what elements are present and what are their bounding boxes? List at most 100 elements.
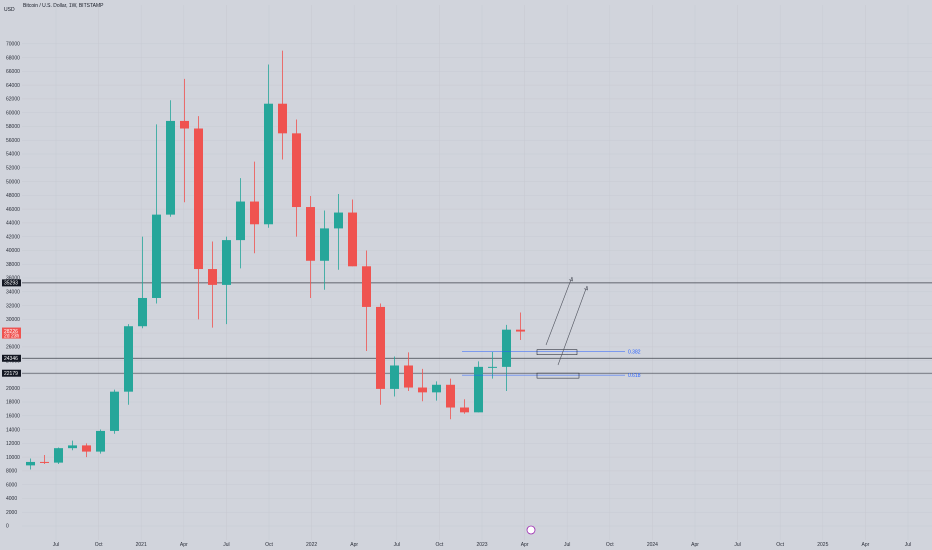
projection-arrow-line[interactable] <box>545 276 573 346</box>
y-tick-label: 46000 <box>6 207 20 213</box>
level-price-label: 35293 <box>4 281 18 287</box>
event-marker-icon[interactable] <box>526 525 536 535</box>
x-tick-label: Apr <box>862 542 870 548</box>
candle-body <box>432 384 441 393</box>
level-price-box <box>2 369 21 377</box>
level-price-label: 24346 <box>4 356 18 362</box>
y-tick-label: 70000 <box>6 41 20 47</box>
candle-body <box>390 365 399 389</box>
y-tick-label: 10000 <box>6 455 20 461</box>
candle-body <box>362 266 371 307</box>
y-tick-label: 52000 <box>6 165 20 171</box>
target-box[interactable] <box>536 349 578 355</box>
x-tick-label: Jul <box>53 542 59 548</box>
projection-arrow-head <box>583 285 588 291</box>
candle-body <box>320 228 329 261</box>
x-tick-label: Jul <box>905 542 911 548</box>
x-tick-label: Oct <box>606 542 614 548</box>
fib-retracement[interactable]: 0.382 0.618 <box>462 349 641 379</box>
candle-body <box>124 326 133 392</box>
price-unit-label: USD <box>4 7 15 13</box>
candle-body <box>278 103 287 134</box>
candle-body <box>166 120 175 215</box>
y-tick-label: 2000 <box>6 510 17 516</box>
candle-body <box>96 430 105 452</box>
y-tick-label: 44000 <box>6 221 20 227</box>
x-tick-label: Apr <box>350 542 358 548</box>
x-tick-label: Apr <box>521 542 529 548</box>
fib-level-label: 0.382 <box>628 349 641 355</box>
projection-arrows[interactable] <box>545 276 588 366</box>
fib-level-label: 0.618 <box>628 373 641 379</box>
y-tick-label: 38000 <box>6 262 20 268</box>
candle-body <box>152 214 161 298</box>
x-tick-label: 2025 <box>817 542 828 548</box>
y-tick-label: 32000 <box>6 303 20 309</box>
projection-arrow-line[interactable] <box>557 285 588 366</box>
y-tick-label: 54000 <box>6 152 20 158</box>
y-tick-label: 0 <box>6 524 9 530</box>
y-tick-label: 56000 <box>6 138 20 144</box>
y-tick-label: 62000 <box>6 97 20 103</box>
candle-body <box>488 366 497 368</box>
candle-body <box>334 212 343 229</box>
y-tick-label: 66000 <box>6 69 20 75</box>
target-box[interactable] <box>536 372 580 379</box>
x-tick-label: Oct <box>776 542 784 548</box>
candle-body <box>264 103 273 225</box>
candle-body <box>250 201 259 225</box>
candle-body <box>446 384 455 408</box>
candle-body <box>418 387 427 393</box>
candles <box>26 50 525 470</box>
x-tick-label: Jul <box>394 542 400 548</box>
candle-body <box>460 407 469 413</box>
level-price-label: 22179 <box>4 371 18 377</box>
y-tick-label: 34000 <box>6 289 20 295</box>
candle-body <box>292 133 301 208</box>
y-tick-label: 50000 <box>6 179 20 185</box>
candle-body <box>68 445 77 449</box>
y-tick-label: 60000 <box>6 110 20 116</box>
y-tick-label: 68000 <box>6 55 20 61</box>
event-markers[interactable] <box>526 525 536 535</box>
x-tick-label: 2024 <box>647 542 658 548</box>
x-tick-label: Apr <box>691 542 699 548</box>
candle-body <box>194 128 203 270</box>
candle-body <box>376 306 385 389</box>
candle-body <box>26 461 35 466</box>
y-tick-label: 20000 <box>6 386 20 392</box>
y-tick-label: 40000 <box>6 248 20 254</box>
projection-arrow-head <box>568 276 573 282</box>
x-tick-label: Oct <box>436 542 444 548</box>
candle-body <box>110 391 119 431</box>
candle-body <box>516 329 525 332</box>
x-tick-label: Apr <box>180 542 188 548</box>
y-tick-label: 12000 <box>6 441 20 447</box>
x-tick-label: 2023 <box>476 542 487 548</box>
bar-countdown-label: 2d 23h <box>4 334 20 340</box>
y-tick-label: 14000 <box>6 427 20 433</box>
symbol-title: Bitcoin / U.S. Dollar, 1W, BITSTAMP <box>23 3 104 9</box>
x-tick-label: 2022 <box>306 542 317 548</box>
y-tick-label: 16000 <box>6 413 20 419</box>
current-price-label: 28226 <box>4 329 18 335</box>
x-tick-label: Jul <box>223 542 229 548</box>
y-tick-label: 48000 <box>6 193 20 199</box>
candle-body <box>40 461 49 463</box>
x-tick-label: Oct <box>265 542 273 548</box>
x-tick-label: 2021 <box>136 542 147 548</box>
current-price-box <box>2 327 21 339</box>
candle-body <box>82 445 91 452</box>
x-tick-label: Oct <box>95 542 103 548</box>
y-tick-label: 30000 <box>6 317 20 323</box>
x-axis: Jul Oct 2021 Apr Jul Oct 2022 Apr Jul Oct 2023 Apr J… <box>53 542 911 548</box>
candle-body <box>208 269 217 285</box>
y-tick-label: 6000 <box>6 482 17 488</box>
candle-body <box>474 366 483 413</box>
x-tick-label: Jul <box>734 542 740 548</box>
candle-body <box>348 212 357 267</box>
candle-body <box>54 448 63 463</box>
candle-body <box>222 240 231 285</box>
